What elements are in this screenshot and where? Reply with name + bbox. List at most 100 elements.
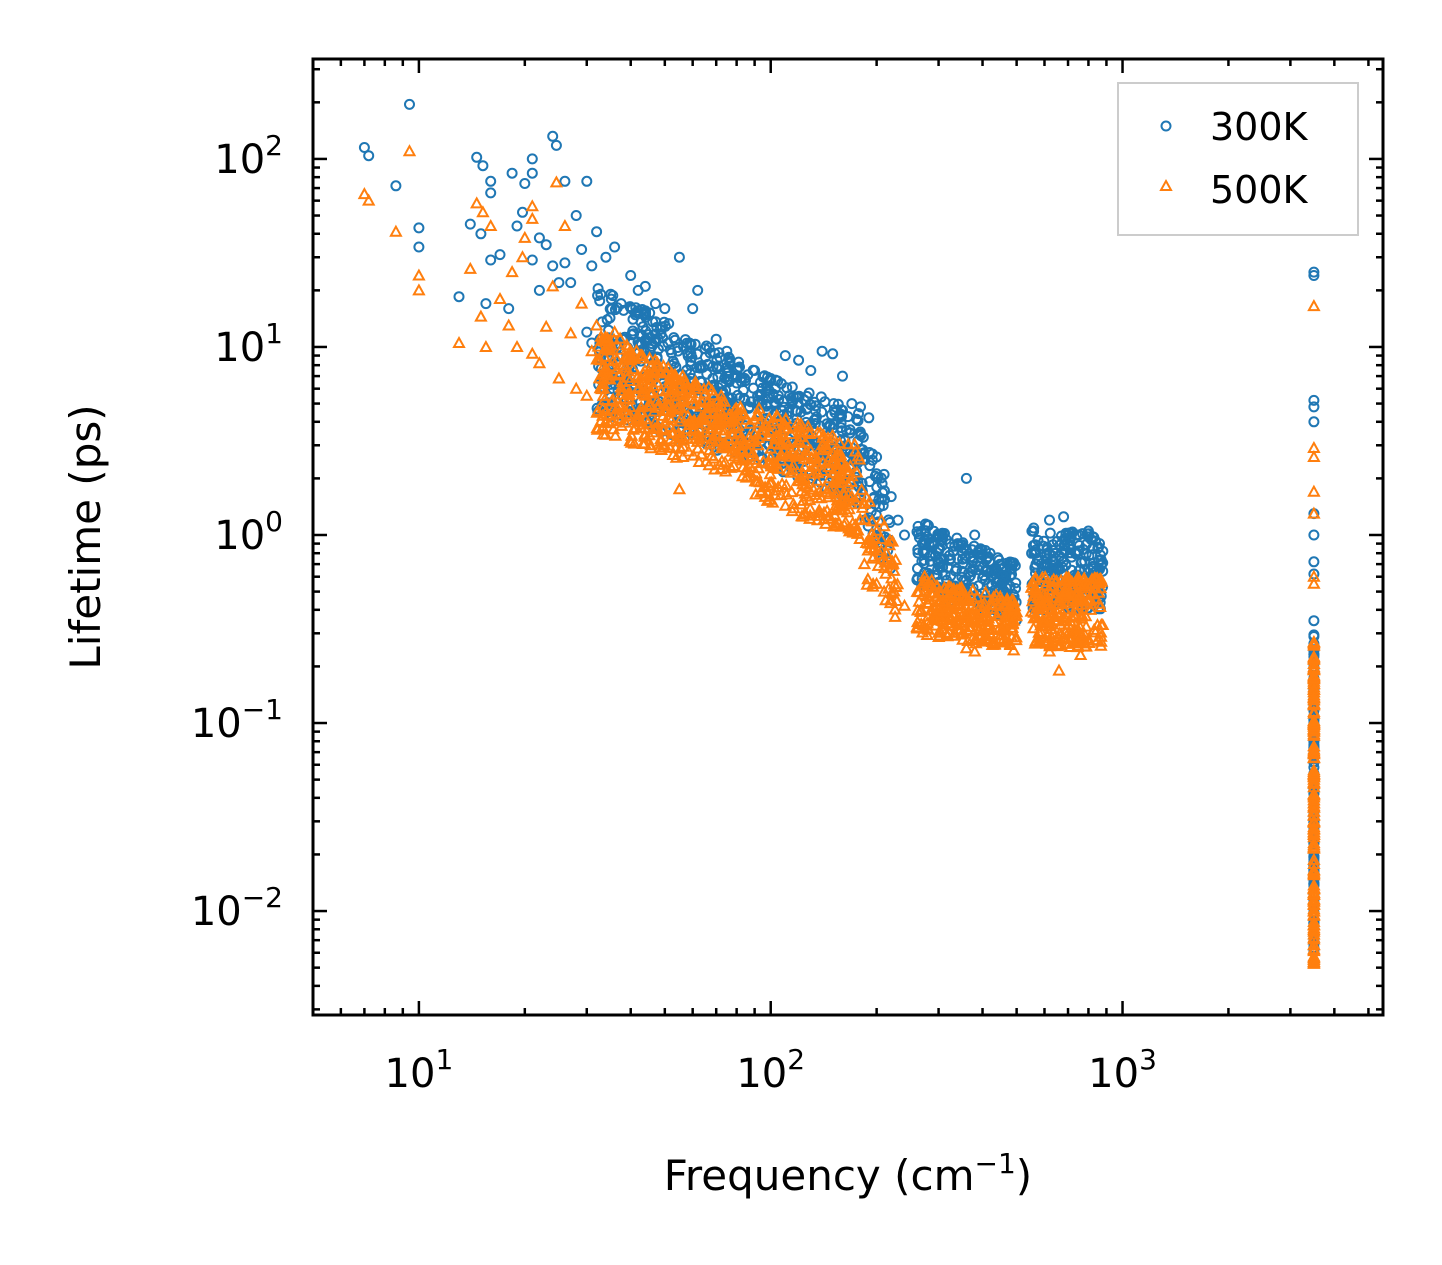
point-500k [1035,570,1049,583]
point-500k [615,383,629,396]
point-500k [595,382,609,395]
point-500k [879,566,893,579]
point-300k [639,280,651,292]
point-300k [547,130,559,142]
point-500k [952,584,967,597]
point-500k [1057,602,1071,615]
point-500k [1073,647,1088,660]
point-300k [494,249,506,261]
point-500k [1307,887,1321,900]
point-500k [929,589,943,602]
point-500k [1307,836,1321,849]
point-300k [565,277,577,289]
point-500k [810,491,825,504]
point-500k [674,376,689,389]
point-300k [1308,266,1320,278]
point-500k [928,612,943,625]
point-500k [1307,825,1321,838]
point-500k [796,477,810,490]
point-500k [953,596,967,609]
point-300k [809,418,821,429]
point-500k [817,505,831,518]
point-300k [723,351,735,363]
point-500k [515,250,530,263]
point-500k [769,428,783,441]
point-500k [623,343,638,356]
point-500k [1307,799,1321,812]
point-500k [698,425,713,438]
point-500k [1307,722,1321,735]
point-300k [932,564,944,576]
point-500k [1052,591,1066,604]
point-300k [840,425,852,437]
point-500k [598,427,613,440]
point-500k [687,377,701,390]
point-500k [838,494,852,507]
point-500k [867,530,882,543]
point-500k [694,447,709,460]
point-500k [599,334,613,347]
point-500k [798,486,812,499]
point-300k [707,360,719,372]
point-500k [850,490,865,503]
point-500k [484,218,498,231]
point-500k [949,598,963,611]
point-500k [1031,600,1045,613]
point-500k [879,546,894,559]
point-500k [833,436,847,449]
point-500k [717,410,731,423]
point-300k [511,220,523,232]
point-500k [645,385,659,398]
point-500k [1079,609,1093,622]
point-300k [517,206,528,218]
point-300k [732,362,744,374]
point-500k [1307,770,1321,783]
point-500k [613,331,627,344]
point-500k [661,389,675,402]
point-300k [877,487,889,499]
point-500k [631,410,645,423]
point-300k [798,394,810,406]
point-500k [1071,569,1085,582]
point-500k [648,353,662,366]
point-500k [933,628,947,641]
point-300k [963,567,975,579]
point-300k [998,585,1010,597]
point-500k [647,421,661,434]
point-300k [618,304,630,316]
point-500k [841,477,855,490]
point-500k [692,454,706,467]
point-500k [859,490,874,503]
point-300k [1308,401,1320,413]
point-500k [802,493,817,506]
point-500k [1307,662,1321,675]
point-500k [601,408,615,421]
point-500k [797,507,811,520]
point-300k [1047,545,1059,556]
point-500k [826,519,841,532]
point-500k [914,604,928,617]
point-500k [866,579,880,592]
point-500k [1029,581,1043,594]
point-500k [964,615,978,628]
point-500k [1071,638,1085,651]
point-500k [1307,704,1321,717]
point-500k [978,585,993,598]
point-300k [1058,511,1070,523]
point-500k [676,433,691,446]
point-300k [581,326,593,338]
point-500k [973,598,988,611]
point-300k [756,382,768,394]
point-500k [988,635,1002,648]
point-500k [970,632,984,645]
point-500k [624,435,639,448]
x-tick-label: 103 [1088,1043,1157,1097]
point-500k [790,435,804,448]
point-500k [838,515,853,528]
point-300k [1096,558,1108,570]
point-500k [811,425,825,438]
point-500k [1307,690,1321,703]
point-500k [702,458,716,471]
y-tick-label: 101 [214,317,283,371]
point-300k [673,251,685,263]
